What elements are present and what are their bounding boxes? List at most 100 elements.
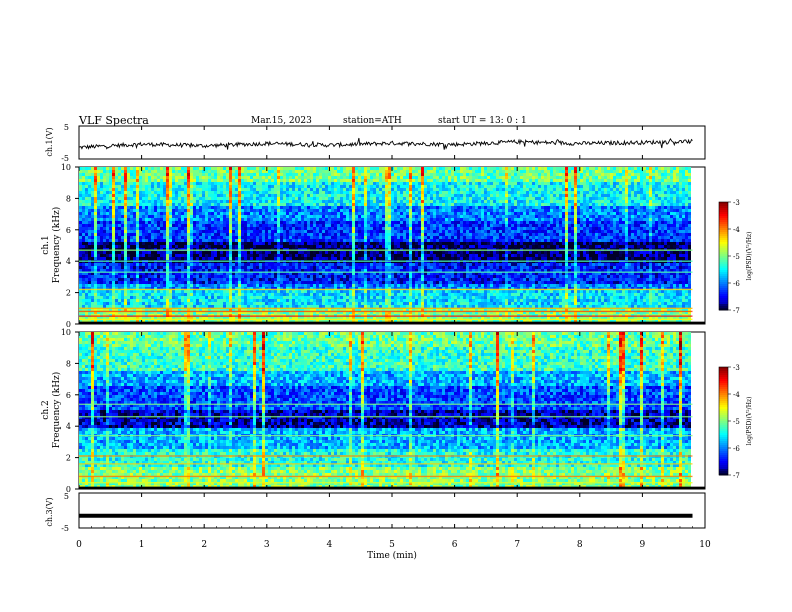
spectrogram-cell — [613, 188, 616, 191]
spectrogram-cell — [109, 191, 112, 194]
spectrogram-cell — [244, 185, 247, 188]
spectrogram-cell — [232, 185, 235, 188]
spectrogram-cell — [505, 167, 508, 170]
spectrogram-cell — [340, 167, 343, 170]
spectrogram-cell — [472, 236, 475, 239]
spectrogram-cell — [652, 206, 655, 209]
spectrogram-cell — [526, 176, 529, 179]
spectrogram-cell — [658, 197, 661, 200]
spectrogram-cell — [247, 182, 250, 185]
spectrogram-cell — [343, 194, 346, 197]
spectrogram-cell — [505, 200, 508, 203]
spectrogram-cell — [334, 236, 337, 239]
start-time-label: start UT = 13: 0 : 1 — [438, 116, 527, 126]
spectrogram-cell — [361, 200, 364, 203]
spectrogram-cell — [478, 230, 481, 233]
spectrogram-cell — [559, 176, 562, 179]
spectrogram-cell — [637, 224, 640, 227]
spectrogram-cell — [247, 233, 250, 236]
spectrogram-cell — [109, 197, 112, 200]
spectrogram-cell — [382, 167, 385, 170]
spectrogram-cell — [658, 233, 661, 236]
spectrogram-cell — [307, 194, 310, 197]
spectrogram-cell — [637, 203, 640, 206]
spectrogram-cell — [559, 224, 562, 227]
spectrogram-cell — [679, 182, 682, 185]
spectrogram-cell — [574, 209, 577, 212]
spectrogram-cell — [187, 224, 190, 227]
spectrogram-cell — [583, 182, 586, 185]
spectrogram-cell — [397, 194, 400, 197]
spectrogram-cell — [628, 221, 631, 224]
spectrogram-cell — [550, 218, 553, 221]
spectrogram-cell — [604, 212, 607, 215]
spectrogram-cell — [379, 179, 382, 182]
spectrogram-cell — [442, 215, 445, 218]
spectrogram-cell — [682, 182, 685, 185]
spectrogram-cell — [211, 200, 214, 203]
spectrogram-cell — [625, 218, 628, 221]
spectrogram-cell — [478, 236, 481, 239]
spectrogram-cell — [214, 239, 217, 242]
spectrogram-cell — [427, 206, 430, 209]
spectrogram-cell — [172, 230, 175, 233]
spectrogram-cell — [496, 221, 499, 224]
spectrogram-cell — [412, 230, 415, 233]
spectrogram-cell — [511, 212, 514, 215]
spectrogram-cell — [544, 215, 547, 218]
spectrogram-cell — [259, 209, 262, 212]
spectrogram-cell — [346, 194, 349, 197]
spectrogram-cell — [637, 170, 640, 173]
spectrogram-cell — [220, 167, 223, 170]
spectrogram-cell — [109, 179, 112, 182]
spectrogram-cell — [298, 188, 301, 191]
spectrogram-cell — [259, 233, 262, 236]
spectrogram-cell — [175, 218, 178, 221]
spectrogram-cell — [235, 173, 238, 176]
spectrogram-cell — [88, 233, 91, 236]
spectrogram-cell — [175, 209, 178, 212]
spectrogram-cell — [586, 233, 589, 236]
spectrogram-cell — [223, 197, 226, 200]
spectrogram-cell — [181, 170, 184, 173]
spectrogram-cell — [424, 200, 427, 203]
spectrogram-cell — [343, 206, 346, 209]
spectrogram-cell — [550, 224, 553, 227]
spectrogram-cell — [607, 167, 610, 170]
spectrogram-cell — [610, 206, 613, 209]
spectrogram-cell — [181, 182, 184, 185]
spectrogram-cell — [187, 206, 190, 209]
spectrogram-cell — [589, 224, 592, 227]
spectrogram-cell — [313, 218, 316, 221]
spectrogram-cell — [634, 215, 637, 218]
spectrogram-cell — [88, 215, 91, 218]
spectrogram-cell — [634, 179, 637, 182]
spectrogram-cell — [577, 236, 580, 239]
spectrogram-cell — [274, 173, 277, 176]
spectrogram-cell — [529, 197, 532, 200]
spectrogram-cell — [580, 215, 583, 218]
spectrogram-cell — [325, 206, 328, 209]
ch1-ytick-bottom: -5 — [61, 154, 69, 163]
spectrogram-cell — [592, 200, 595, 203]
spectrogram-cell — [643, 191, 646, 194]
spectrogram-cell — [601, 233, 604, 236]
spectrogram-cell — [280, 236, 283, 239]
spectrogram-cell — [286, 224, 289, 227]
spectrogram-cell — [256, 188, 259, 191]
spectrogram-cell — [649, 221, 652, 224]
spectrogram-cell — [604, 221, 607, 224]
spectrogram-cell — [88, 212, 91, 215]
spectrogram-cell — [565, 230, 568, 233]
spectrogram-cell — [649, 218, 652, 221]
spectrogram-cell — [91, 200, 94, 203]
spectrogram-cell — [391, 233, 394, 236]
spectrogram-cell — [625, 221, 628, 224]
spectrogram-cell — [445, 197, 448, 200]
spectrogram-cell — [211, 188, 214, 191]
spectrogram-cell — [250, 206, 253, 209]
spectrogram-cell — [409, 170, 412, 173]
spectrogram-cell — [397, 170, 400, 173]
spectrogram-cell — [262, 170, 265, 173]
spectrogram-cell — [430, 170, 433, 173]
